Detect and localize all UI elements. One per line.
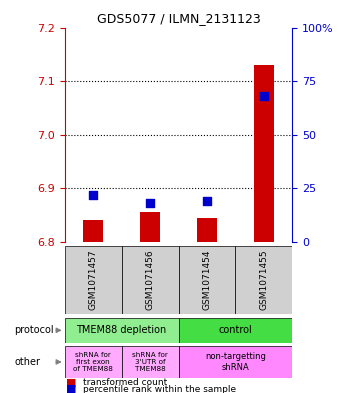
Text: GSM1071457: GSM1071457	[89, 250, 98, 310]
Text: shRNA for
3'UTR of
TMEM88: shRNA for 3'UTR of TMEM88	[132, 352, 168, 372]
Text: control: control	[219, 325, 252, 335]
Bar	[197, 218, 217, 242]
Point	[90, 191, 96, 198]
Bar	[65, 246, 122, 314]
Text: transformed count: transformed count	[83, 378, 168, 387]
Bar	[65, 346, 122, 378]
Bar	[140, 212, 160, 242]
Bar	[122, 346, 178, 378]
Text: ■: ■	[66, 384, 77, 393]
Text: protocol: protocol	[15, 325, 54, 335]
Text: percentile rank within the sample: percentile rank within the sample	[83, 385, 236, 393]
Bar	[178, 346, 292, 378]
Bar	[178, 246, 235, 314]
Text: ■: ■	[66, 378, 77, 388]
Title: GDS5077 / ILMN_2131123: GDS5077 / ILMN_2131123	[97, 12, 260, 25]
Bar	[254, 65, 274, 242]
Bar	[235, 246, 292, 314]
Bar	[83, 220, 103, 242]
Bar	[122, 246, 178, 314]
Point	[147, 200, 153, 206]
Text: GSM1071454: GSM1071454	[203, 250, 211, 310]
Point	[204, 198, 210, 204]
Text: other: other	[15, 357, 40, 367]
Point	[261, 93, 267, 99]
Text: GSM1071456: GSM1071456	[146, 250, 154, 310]
Text: shRNA for
first exon
of TMEM88: shRNA for first exon of TMEM88	[73, 352, 113, 372]
Text: non-targetting
shRNA: non-targetting shRNA	[205, 352, 266, 372]
Text: GSM1071455: GSM1071455	[259, 250, 268, 310]
Bar	[178, 318, 292, 343]
Bar	[65, 318, 178, 343]
Text: TMEM88 depletion: TMEM88 depletion	[76, 325, 167, 335]
